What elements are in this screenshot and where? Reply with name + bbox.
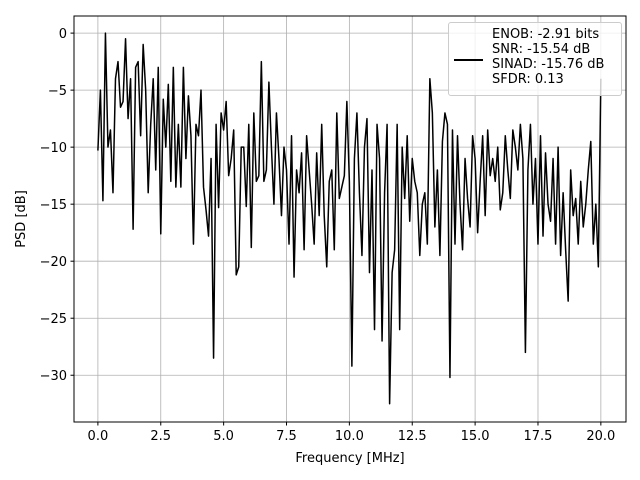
legend-line [454,59,483,61]
y-tick-label: −10 [40,141,67,156]
y-tick-label: −15 [40,198,67,213]
y-axis-label: PSD [dB] [14,190,29,248]
x-tick-label: 7.5 [276,429,297,444]
x-tick-label: 15.0 [461,429,490,444]
legend: ENOB: -2.91 bits SNR: -15.54 dB SINAD: -… [448,22,622,96]
x-tick-label: 2.5 [150,429,171,444]
y-tick-label: −20 [40,255,67,270]
x-tick-label: 10.0 [335,429,364,444]
x-tick-label: 12.5 [398,429,427,444]
x-tick-label: 5.0 [213,429,234,444]
y-tick-label: −5 [48,84,67,99]
axes-frame [73,15,627,423]
y-tick-label: −30 [40,369,67,384]
y-tick-label: 0 [59,27,67,42]
x-tick-label: 20.0 [586,429,615,444]
x-tick-label: 17.5 [524,429,553,444]
y-tick-label: −25 [40,312,67,327]
x-axis-label: Frequency [MHz] [295,451,404,466]
data-line [97,32,602,405]
x-tick-label: 0.0 [88,429,109,444]
legend-label: ENOB: -2.91 bits SNR: -15.54 dB SINAD: -… [492,27,605,87]
